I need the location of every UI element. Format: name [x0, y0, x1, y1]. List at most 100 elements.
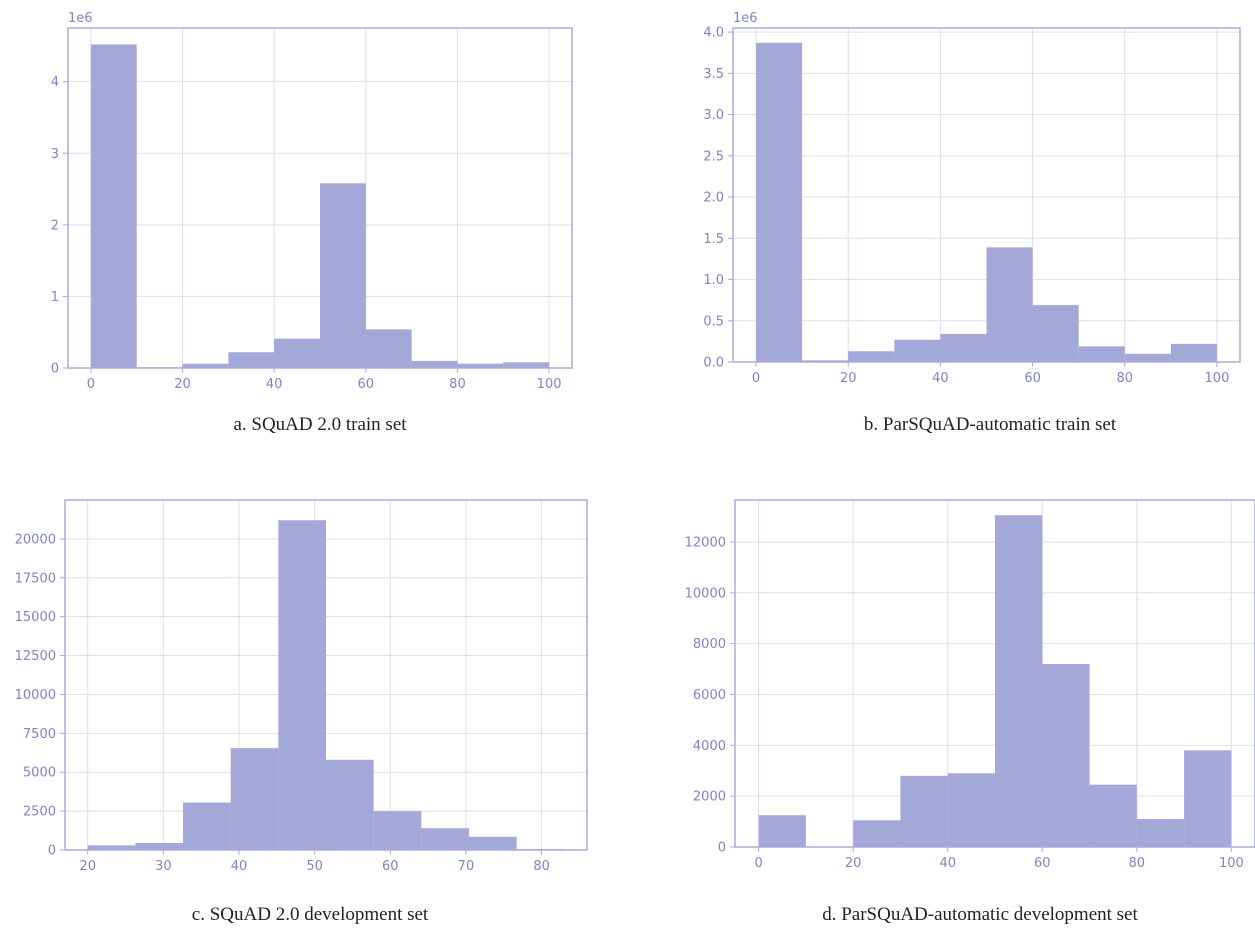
histogram-bar-c-2: [183, 802, 231, 850]
histogram-bar-b-1: [802, 360, 849, 362]
histogram-bar-c-6: [373, 811, 422, 850]
x-tick-label-d-3: 60: [1034, 856, 1051, 871]
y-tick-label-c-6: 15000: [15, 610, 56, 625]
y-tick-label-d-1: 2000: [693, 790, 726, 805]
y-tick-label-c-3: 7500: [23, 727, 56, 742]
x-tick-label-b-3: 60: [1024, 371, 1041, 386]
histogram-bar-b-6: [1032, 305, 1079, 362]
x-tick-label-c-3: 50: [306, 859, 323, 874]
y-exponent-label-a: 1e6: [68, 11, 93, 26]
x-tick-label-b-2: 40: [932, 371, 949, 386]
y-tick-label-d-5: 10000: [685, 586, 726, 601]
y-tick-label-b-4: 2.0: [703, 191, 724, 206]
x-tick-label-a-4: 80: [449, 377, 466, 392]
y-tick-label-c-2: 5000: [23, 766, 56, 781]
histogram-bar-a-0: [90, 44, 137, 368]
x-tick-label-a-0: 0: [87, 377, 95, 392]
histogram-bar-b-9: [1170, 343, 1217, 362]
y-tick-label-a-3: 3: [51, 147, 59, 162]
histogram-bar-b-8: [1124, 353, 1171, 362]
histogram-bar-d-9: [1184, 750, 1232, 847]
x-tick-label-a-5: 100: [537, 377, 562, 392]
plot-frame-c: [64, 499, 588, 851]
x-tick-label-d-5: 100: [1219, 856, 1244, 871]
histogram-chart-c: 20 30 40 50 60 70 80 0 2500 5000 7500 10000 12500 150…: [15, 499, 588, 874]
chart-panel-a: 0 20 40 60 80 100 0 1 2 3 4 1e6 a. SQuAD 2.0 train …: [0, 0, 600, 460]
y-tick-label-b-2: 1.0: [703, 273, 724, 288]
x-tick-label-c-0: 20: [79, 859, 96, 874]
y-tick-label-d-2: 4000: [693, 739, 726, 754]
histogram-bar-d-0: [758, 815, 806, 847]
x-tick-label-a-3: 60: [358, 377, 375, 392]
x-tick-label-c-6: 80: [533, 859, 550, 874]
x-tick-label-b-4: 80: [1116, 371, 1133, 386]
histogram-chart-d: 0 20 40 60 80 100 0 2000 4000 6000 8000 10000 12000: [685, 499, 1255, 871]
y-tick-label-b-8: 4.0: [703, 26, 724, 41]
x-tick-label-b-5: 100: [1205, 371, 1230, 386]
y-tick-label-b-6: 3.0: [703, 108, 724, 123]
histogram-bar-b-7: [1078, 346, 1125, 362]
chart-panel-d: 0 20 40 60 80 100 0 2000 4000 6000 8000 10000 12000 …: [660, 480, 1255, 937]
histogram-bar-b-3: [894, 339, 941, 362]
plot-frame-a: [67, 27, 573, 369]
histogram-bar-c-4: [278, 520, 326, 850]
histogram-bar-a-2: [182, 363, 229, 368]
histogram-bar-a-9: [503, 362, 550, 368]
x-tick-label-c-1: 30: [155, 859, 172, 874]
y-tick-label-c-7: 17500: [15, 571, 56, 586]
chart-panel-b: 0 20 40 60 80 100 0.0 0.5 1.0 1.5 2.0 2.5 3.0 3.5 4.0 1…: [660, 0, 1255, 460]
histogram-bar-a-7: [411, 360, 458, 368]
y-tick-label-a-0: 0: [51, 362, 59, 377]
y-tick-label-a-4: 4: [51, 75, 59, 90]
y-tick-label-d-3: 6000: [693, 688, 726, 703]
x-tick-label-c-2: 40: [231, 859, 248, 874]
y-tick-label-b-1: 0.5: [703, 314, 724, 329]
histogram-bar-c-8: [468, 836, 517, 850]
x-tick-label-b-1: 20: [840, 371, 857, 386]
histogram-chart-b: 0 20 40 60 80 100 0.0 0.5 1.0 1.5 2.0 2.5 3.0 3.5 4.0 1…: [703, 11, 1241, 386]
y-tick-label-a-2: 2: [51, 218, 59, 233]
histogram-bar-c-5: [326, 759, 374, 850]
x-tick-label-d-4: 80: [1129, 856, 1146, 871]
y-exponent-label-b: 1e6: [733, 11, 758, 26]
y-tick-label-a-1: 1: [51, 290, 59, 305]
histogram-bar-d-6: [1042, 663, 1090, 847]
histogram-bar-c-3: [230, 748, 279, 850]
y-tick-label-d-6: 12000: [685, 535, 726, 550]
histogram-bar-d-8: [1136, 819, 1185, 847]
y-tick-label-b-3: 1.5: [703, 232, 724, 247]
chart-caption-d: d. ParSQuAD-automatic development set: [822, 904, 1138, 925]
y-tick-label-d-4: 8000: [693, 637, 726, 652]
chart-caption-b: b. ParSQuAD-automatic train set: [863, 414, 1117, 435]
histogram-bar-c-1: [135, 843, 184, 850]
x-tick-label-d-2: 40: [939, 856, 956, 871]
chart-panel-c: 20 30 40 50 60 70 80 0 2500 5000 7500 10000 12500 150…: [0, 480, 600, 937]
histogram-bar-c-0: [87, 845, 136, 850]
histogram-bar-a-5: [320, 183, 366, 368]
y-tick-label-c-8: 20000: [15, 532, 56, 547]
histogram-chart-a: 0 20 40 60 80 100 0 1 2 3 4 1e6: [51, 11, 573, 392]
histogram-bar-a-4: [274, 338, 320, 368]
x-tick-label-c-5: 70: [458, 859, 475, 874]
histogram-bar-b-5: [986, 247, 1033, 362]
y-tick-label-d-0: 0: [718, 841, 726, 856]
chart-caption-c: c. SQuAD 2.0 development set: [191, 904, 429, 925]
plot-frame-d: [734, 499, 1255, 848]
histogram-bar-b-2: [848, 351, 895, 362]
x-tick-label-a-2: 40: [266, 377, 283, 392]
plot-frame-b: [732, 27, 1241, 363]
histogram-bar-c-7: [421, 828, 469, 850]
y-tick-label-b-0: 0.0: [703, 356, 724, 371]
y-tick-label-c-1: 2500: [23, 805, 56, 820]
y-tick-label-b-7: 3.5: [703, 67, 724, 82]
histogram-bar-d-4: [947, 773, 995, 847]
histogram-bar-a-6: [365, 329, 412, 368]
chart-caption-a: a. SQuAD 2.0 train set: [233, 414, 407, 435]
y-tick-label-c-5: 12500: [15, 649, 56, 664]
x-tick-label-b-0: 0: [752, 371, 760, 386]
y-tick-label-c-0: 0: [48, 844, 56, 859]
histogram-bar-b-0: [756, 42, 803, 362]
x-tick-label-d-0: 0: [754, 856, 762, 871]
x-tick-label-c-4: 60: [382, 859, 399, 874]
y-tick-label-c-4: 10000: [15, 688, 56, 703]
